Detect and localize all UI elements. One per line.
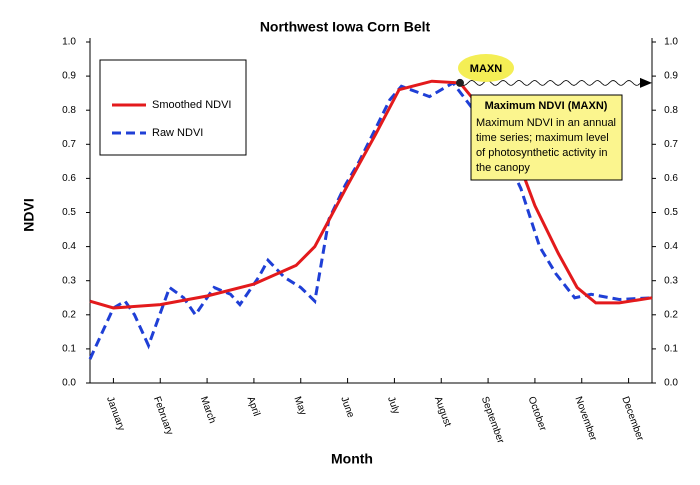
y-tick-label: 0.7 xyxy=(62,139,76,150)
annotation-point xyxy=(455,78,464,87)
x-tick-label: November xyxy=(572,395,598,443)
y2-tick-label: 1.0 xyxy=(664,37,678,48)
y2-tick-label: 0.4 xyxy=(664,241,678,252)
y2-tick-label: 0.3 xyxy=(664,275,678,286)
y-tick-label: 0.8 xyxy=(62,105,76,116)
annotation-label: MAXN xyxy=(470,63,502,75)
legend-box xyxy=(99,59,247,156)
x-tick-label: December xyxy=(619,395,645,443)
y-tick-label: 0.2 xyxy=(62,309,76,320)
y-tick-label: 0.5 xyxy=(62,207,76,218)
x-tick-label: February xyxy=(151,395,175,436)
callout-box xyxy=(470,94,623,181)
y2-tick-label: 0.6 xyxy=(664,173,678,184)
series-line xyxy=(88,80,653,360)
annotation-bubble xyxy=(458,54,514,82)
y2-tick-label: 0.1 xyxy=(664,344,678,355)
x-tick-label: June xyxy=(338,395,356,420)
x-tick-label: March xyxy=(198,395,218,425)
x-tick-label: July xyxy=(385,395,401,415)
x-tick-label: April xyxy=(245,395,262,418)
x-tick-label: September xyxy=(479,395,506,445)
callout-line: of photosynthetic activity in xyxy=(476,147,607,159)
chart-title: Northwest Iowa Corn Belt xyxy=(260,19,431,35)
y-axis-label: NDVI xyxy=(21,198,37,231)
y2-tick-label: 0.0 xyxy=(664,378,678,389)
y2-tick-label: 0.2 xyxy=(664,309,678,320)
y2-tick-label: 0.9 xyxy=(664,71,678,82)
wavy-arrow xyxy=(459,79,643,86)
y-tick-label: 0.3 xyxy=(62,275,76,286)
y2-tick-label: 0.5 xyxy=(664,207,678,218)
x-tick-label: May xyxy=(291,395,308,417)
callout-line: Maximum NDVI in an annual xyxy=(476,117,616,129)
y-tick-label: 0.1 xyxy=(62,344,76,355)
callout-line: time series; maximum level xyxy=(476,132,609,144)
y2-tick-label: 0.7 xyxy=(664,139,678,150)
legend-label: Smoothed NDVI xyxy=(152,99,231,111)
y-tick-label: 0.9 xyxy=(62,71,76,82)
x-axis-label: Month xyxy=(331,451,373,467)
x-tick-label: October xyxy=(526,395,549,433)
y-tick-label: 0.0 xyxy=(62,378,76,389)
y-tick-label: 0.6 xyxy=(62,173,76,184)
x-tick-label: August xyxy=(432,395,453,428)
x-tick-label: January xyxy=(104,395,127,432)
arrow-head xyxy=(640,77,652,88)
callout-line: the canopy xyxy=(476,162,530,174)
callout-title: Maximum NDVI (MAXN) xyxy=(485,100,608,112)
legend-label: Raw NDVI xyxy=(152,127,203,139)
y-tick-label: 1.0 xyxy=(62,37,76,48)
y-tick-label: 0.4 xyxy=(62,241,76,252)
y2-tick-label: 0.8 xyxy=(664,105,678,116)
series-line xyxy=(89,79,653,310)
